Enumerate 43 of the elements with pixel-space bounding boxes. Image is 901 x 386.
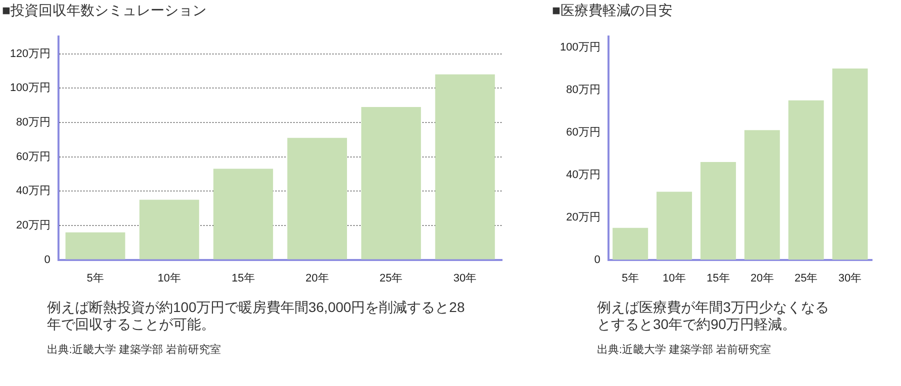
x-tick-label: 10年 <box>662 272 686 284</box>
chart-title: ■投資回収年数シミュレーション <box>2 1 208 20</box>
source-note: 出典:近畿大学 建築学部 岩前研究室 <box>597 343 772 357</box>
x-tick-label: 20年 <box>750 272 774 284</box>
x-tick-label: 15年 <box>232 272 255 284</box>
bar <box>65 232 126 260</box>
bar <box>361 106 421 260</box>
x-tick-label: 25年 <box>794 272 818 284</box>
x-tick-label: 30年 <box>838 272 862 284</box>
x-tick-label: 30年 <box>453 272 477 284</box>
text: 例えば断熱投資が約100万円で暖房費年間36,000円を削減すると28年で回収することが可能。 <box>47 299 466 333</box>
y-tick-label: 0 <box>594 254 600 266</box>
bar <box>656 192 692 260</box>
bar <box>435 74 495 260</box>
x-tick-label: 10年 <box>158 272 181 284</box>
bar <box>832 68 868 260</box>
x-tick-label: 5年 <box>622 272 639 284</box>
x-tick-label: 20年 <box>306 272 329 284</box>
x-tick-label: 15年 <box>706 272 730 284</box>
source-note: 出典:近畿大学 建築学部 岩前研究室 <box>47 343 222 357</box>
bar <box>139 200 200 260</box>
y-tick-label: 80万円 <box>16 116 50 128</box>
y-tick-label: 60万円 <box>16 150 50 163</box>
y-tick-label: 40万円 <box>566 168 600 181</box>
x-tick-label: 5年 <box>86 272 104 284</box>
y-tick-label: 120万円 <box>10 48 50 60</box>
y-tick-label: 100万円 <box>560 41 600 54</box>
bar <box>612 228 648 260</box>
y-tick-label: 0 <box>44 254 50 266</box>
bar <box>788 100 824 260</box>
bar <box>700 162 736 260</box>
x-tick-label: 25年 <box>379 272 403 284</box>
chart-title: ■医療費軽減の目安 <box>552 1 674 20</box>
bar <box>287 138 347 260</box>
text: 例えば医療費が年間3万円少なくなるとすると30年で約90万円軽減。 <box>597 299 830 333</box>
y-tick-label: 100万円 <box>10 82 50 94</box>
y-tick-label: 20万円 <box>16 219 50 232</box>
y-tick-label: 20万円 <box>566 211 600 224</box>
y-tick-label: 40万円 <box>16 185 50 198</box>
y-tick-label: 60万円 <box>566 126 600 138</box>
bar <box>744 130 780 260</box>
y-tick-label: 80万円 <box>566 84 600 96</box>
bar <box>213 168 274 260</box>
